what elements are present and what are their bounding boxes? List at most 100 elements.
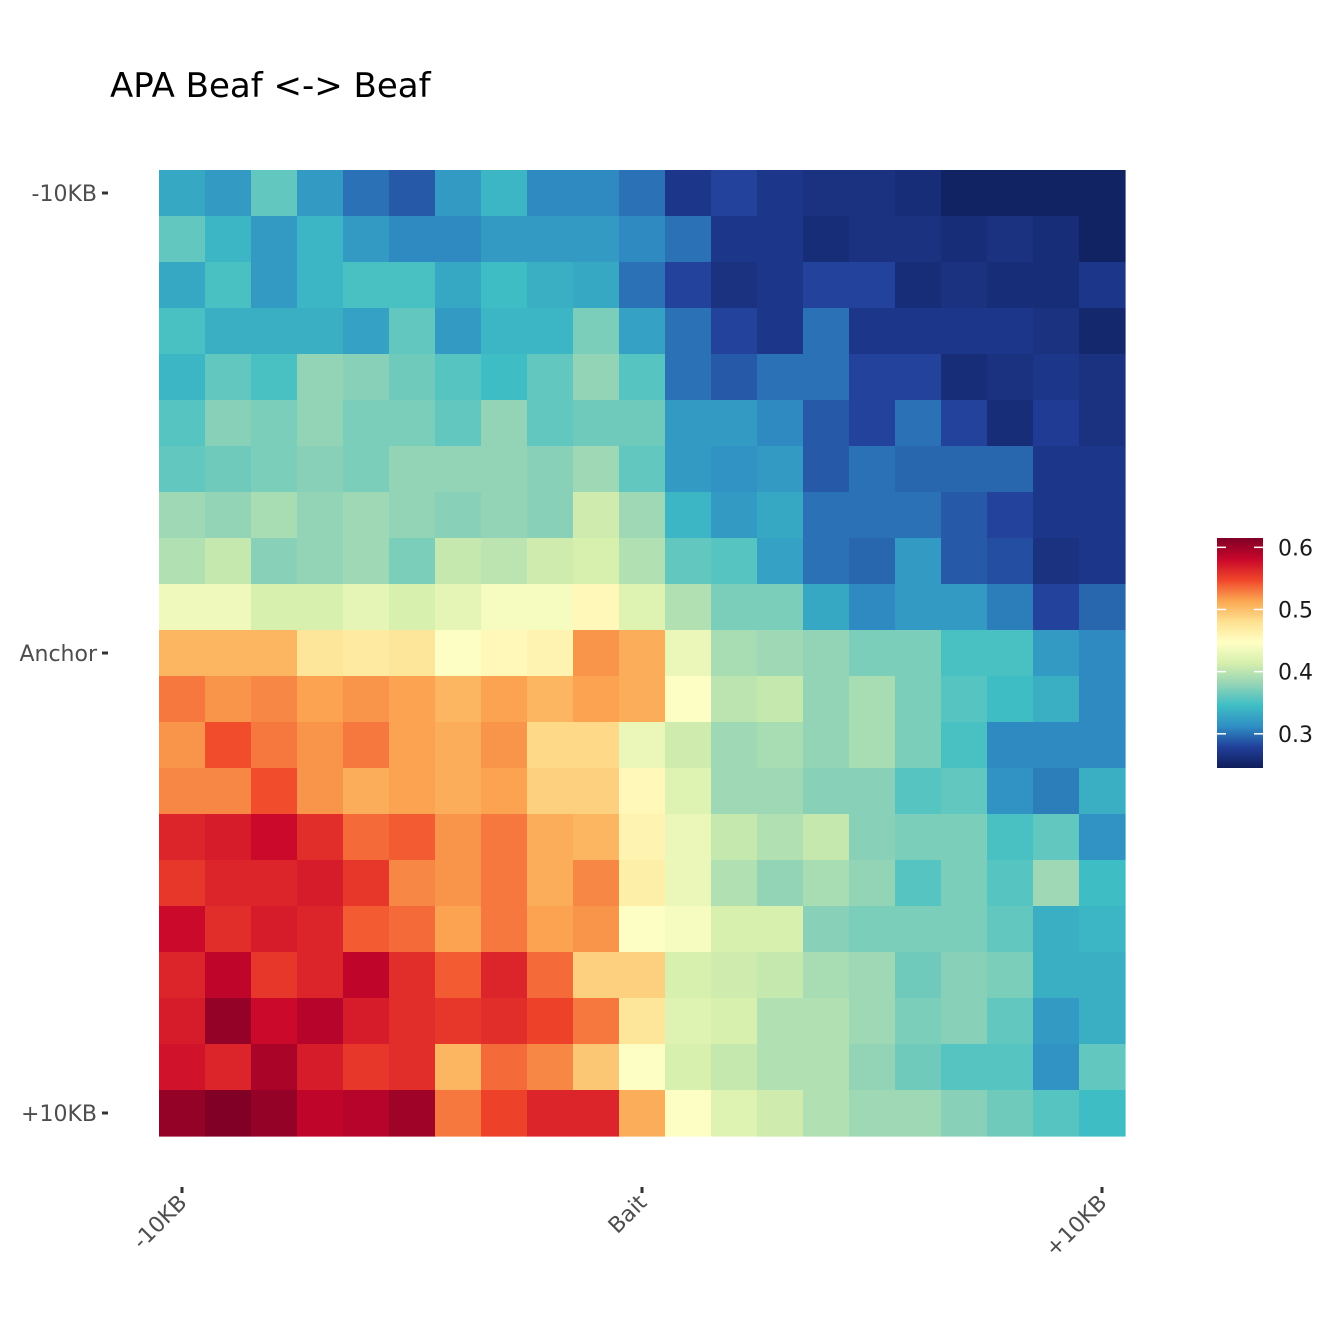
heatmap-cell (803, 262, 850, 309)
heatmap-cell (987, 1090, 1034, 1137)
heatmap-cell (757, 216, 804, 263)
heatmap-cell (343, 1044, 390, 1091)
heatmap-cell (1033, 170, 1080, 217)
heatmap-cell (1033, 630, 1080, 677)
heatmap-cell (619, 998, 666, 1045)
heatmap-cell (849, 1044, 896, 1091)
heatmap-cell (251, 170, 298, 217)
heatmap-cell (435, 354, 482, 401)
heatmap-cell (159, 216, 206, 263)
heatmap-cell (573, 906, 620, 953)
heatmap-cell (987, 538, 1034, 585)
heatmap-cell (1033, 216, 1080, 263)
heatmap-cell (1033, 998, 1080, 1045)
heatmap-cell (251, 538, 298, 585)
heatmap-cell (711, 676, 758, 723)
heatmap-cell (159, 630, 206, 677)
heatmap-cell (941, 630, 988, 677)
y-tick-label: +10KB (21, 1102, 97, 1127)
heatmap-cell (389, 492, 436, 539)
heatmap-cell (573, 446, 620, 493)
heatmap-cell (389, 446, 436, 493)
heatmap-cell (389, 998, 436, 1045)
heatmap-cell (711, 216, 758, 263)
heatmap-cell (1033, 308, 1080, 355)
heatmap-cell (941, 170, 988, 217)
heatmap-cell (1079, 906, 1126, 953)
heatmap-cell (849, 446, 896, 493)
heatmap-cell (251, 768, 298, 815)
heatmap-cell (573, 354, 620, 401)
heatmap-cell (205, 768, 252, 815)
heatmap-cell (251, 860, 298, 907)
heatmap-cell (435, 952, 482, 999)
heatmap-cell (619, 170, 666, 217)
heatmap-cell (665, 492, 712, 539)
heatmap-cell (849, 1090, 896, 1137)
heatmap-cell (665, 722, 712, 769)
legend-tick-label: 0.6 (1278, 536, 1313, 561)
heatmap-cell (665, 354, 712, 401)
heatmap-cell (1079, 492, 1126, 539)
heatmap-cell (297, 492, 344, 539)
heatmap-cell (849, 216, 896, 263)
heatmap-cell (711, 722, 758, 769)
heatmap-cell (711, 446, 758, 493)
heatmap-cell (757, 400, 804, 447)
heatmap-cell (849, 538, 896, 585)
heatmap-cell (389, 814, 436, 861)
heatmap-cell (481, 1044, 528, 1091)
heatmap-cell (711, 262, 758, 309)
heatmap-cell (941, 538, 988, 585)
heatmap-cell (941, 1090, 988, 1137)
heatmap-cell (987, 170, 1034, 217)
heatmap-cell (895, 906, 942, 953)
y-tick-label: Anchor (19, 642, 97, 667)
heatmap-cell (941, 906, 988, 953)
heatmap-cell (849, 676, 896, 723)
heatmap-cell (297, 584, 344, 631)
heatmap-cell (573, 538, 620, 585)
heatmap-cell (527, 630, 574, 677)
heatmap-cell (941, 676, 988, 723)
heatmap-cell (205, 952, 252, 999)
heatmap-cell (757, 492, 804, 539)
heatmap-cell (343, 722, 390, 769)
heatmap-cell (665, 906, 712, 953)
legend-ticks: 0.3 0.4 0.5 0.6 (1217, 536, 1313, 748)
heatmap-cell (665, 768, 712, 815)
heatmap-cell (941, 952, 988, 999)
heatmap-cell (619, 400, 666, 447)
heatmap-cell (757, 308, 804, 355)
heatmap-cell (435, 308, 482, 355)
heatmap-cell (849, 308, 896, 355)
heatmap-cell (573, 952, 620, 999)
heatmap-cell (619, 676, 666, 723)
heatmap-cell (573, 860, 620, 907)
heatmap-cell (159, 814, 206, 861)
heatmap-cell (665, 584, 712, 631)
heatmap-cell (665, 676, 712, 723)
heatmap-cell (251, 400, 298, 447)
heatmap-cell (297, 400, 344, 447)
heatmap-cell (389, 722, 436, 769)
heatmap-cell (619, 354, 666, 401)
heatmap-cell (481, 814, 528, 861)
heatmap-cell (343, 768, 390, 815)
heatmap-cell (343, 170, 390, 217)
heatmap-cell (435, 676, 482, 723)
heatmap-cell (1033, 492, 1080, 539)
heatmap-cell (711, 768, 758, 815)
heatmap-cell (435, 216, 482, 263)
heatmap-cell (1033, 262, 1080, 309)
heatmap-cell (1033, 1044, 1080, 1091)
heatmap-cell (343, 492, 390, 539)
heatmap-cell (527, 722, 574, 769)
heatmap-cell (803, 492, 850, 539)
heatmap-cell (573, 998, 620, 1045)
heatmap-cell (251, 906, 298, 953)
heatmap-cell (757, 262, 804, 309)
heatmap-cell (987, 492, 1034, 539)
heatmap-cell (987, 216, 1034, 263)
